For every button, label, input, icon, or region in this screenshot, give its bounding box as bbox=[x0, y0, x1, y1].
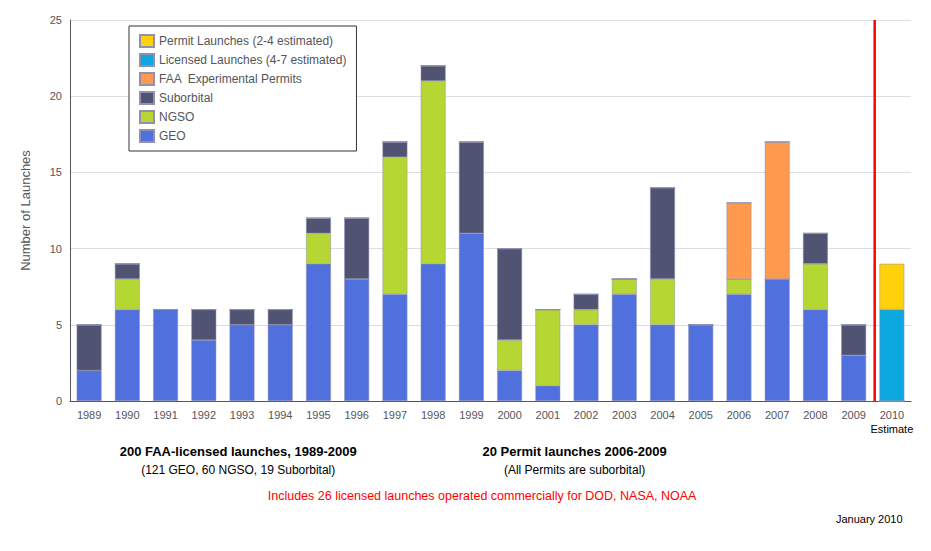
svg-text:1989: 1989 bbox=[77, 409, 101, 421]
svg-text:(All Permits are suborbital): (All Permits are suborbital) bbox=[504, 463, 645, 477]
svg-text:1995: 1995 bbox=[306, 409, 330, 421]
svg-text:10: 10 bbox=[50, 243, 62, 255]
svg-text:20 Permit launches 2006-2009: 20 Permit launches 2006-2009 bbox=[482, 444, 666, 459]
svg-text:2002: 2002 bbox=[574, 409, 598, 421]
svg-text:(121 GEO, 60 NGSO, 19 Suborbit: (121 GEO, 60 NGSO, 19 Suborbital) bbox=[141, 463, 335, 477]
svg-text:Permit Launches (2-4 estimated: Permit Launches (2-4 estimated) bbox=[159, 34, 333, 48]
svg-text:2006: 2006 bbox=[727, 409, 751, 421]
svg-text:2005: 2005 bbox=[689, 409, 713, 421]
svg-text:1990: 1990 bbox=[115, 409, 139, 421]
svg-text:25: 25 bbox=[50, 14, 62, 26]
svg-text:1991: 1991 bbox=[153, 409, 177, 421]
svg-text:2001: 2001 bbox=[536, 409, 560, 421]
svg-text:GEO: GEO bbox=[159, 129, 186, 143]
svg-text:NGSO: NGSO bbox=[159, 110, 194, 124]
svg-text:0: 0 bbox=[56, 395, 62, 407]
svg-text:2004: 2004 bbox=[650, 409, 674, 421]
svg-text:1998: 1998 bbox=[421, 409, 445, 421]
svg-text:January 2010: January 2010 bbox=[836, 513, 903, 525]
svg-text:5: 5 bbox=[56, 319, 62, 331]
svg-text:20: 20 bbox=[50, 90, 62, 102]
svg-text:1993: 1993 bbox=[230, 409, 254, 421]
svg-text:2008: 2008 bbox=[803, 409, 827, 421]
svg-text:2003: 2003 bbox=[612, 409, 636, 421]
svg-text:1999: 1999 bbox=[459, 409, 483, 421]
svg-text:2007: 2007 bbox=[765, 409, 789, 421]
svg-text:1997: 1997 bbox=[383, 409, 407, 421]
svg-text:Number of Launches: Number of Launches bbox=[18, 150, 33, 271]
svg-text:2000: 2000 bbox=[497, 409, 521, 421]
svg-text:1996: 1996 bbox=[344, 409, 368, 421]
svg-text:FAA Experimental Permits: FAA Experimental Permits bbox=[159, 72, 302, 86]
svg-text:200 FAA-licensed launches, 198: 200 FAA-licensed launches, 1989-2009 bbox=[120, 444, 357, 459]
svg-text:15: 15 bbox=[50, 166, 62, 178]
svg-text:Includes 26 licensed launches: Includes 26 licensed launches operated c… bbox=[268, 489, 697, 503]
svg-text:1994: 1994 bbox=[268, 409, 292, 421]
svg-text:Suborbital: Suborbital bbox=[159, 91, 213, 105]
svg-text:1992: 1992 bbox=[192, 409, 216, 421]
svg-text:Estimate: Estimate bbox=[870, 423, 913, 435]
svg-text:2010: 2010 bbox=[880, 409, 904, 421]
svg-text:Licensed Launches (4-7 estimat: Licensed Launches (4-7 estimated) bbox=[159, 53, 346, 67]
svg-text:2009: 2009 bbox=[841, 409, 865, 421]
